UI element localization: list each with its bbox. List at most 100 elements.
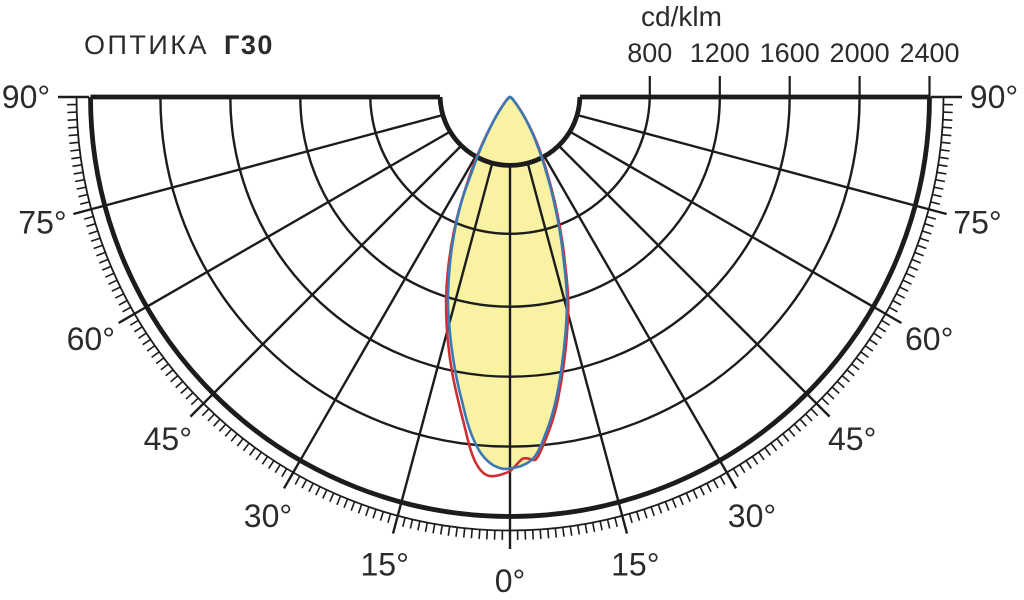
degree-tick — [911, 258, 922, 264]
degree-tick — [908, 265, 919, 271]
degree-tick — [939, 156, 949, 160]
degree-tick — [584, 523, 588, 534]
degree-tick — [877, 326, 887, 333]
degree-tick — [255, 451, 263, 461]
degree-tick — [671, 498, 677, 509]
intensity-curve-c90 — [446, 95, 569, 471]
degree-tick — [892, 299, 902, 306]
degree-tick — [770, 442, 778, 452]
degree-tick — [70, 149, 80, 152]
degree-tick — [757, 451, 765, 461]
scale-tick-label-800: 800 — [627, 38, 672, 68]
degree-tick — [402, 517, 406, 527]
scale-tick-label-1600: 1600 — [760, 38, 820, 68]
degree-tick — [417, 520, 421, 531]
degree-tick — [69, 141, 79, 145]
degree-tick — [90, 237, 101, 242]
radial-line-60-right — [569, 130, 874, 308]
degree-tick — [68, 126, 78, 129]
degree-tick — [941, 141, 951, 145]
degree-tick — [940, 149, 950, 152]
degree-tick — [387, 513, 392, 524]
degree-tick — [782, 433, 790, 442]
degree-tick — [129, 319, 139, 326]
degree-tick — [224, 428, 233, 437]
degree-tick — [114, 293, 125, 299]
degree-tick — [881, 319, 891, 326]
degree-tick — [146, 344, 156, 352]
degree-tick — [372, 509, 377, 519]
degree-tick — [732, 468, 739, 478]
degree-tick — [719, 475, 726, 485]
degree-tick — [111, 286, 121, 292]
degree-tick — [933, 186, 944, 190]
rim-arc — [88, 96, 932, 519]
degree-tick — [67, 118, 78, 121]
degree-tick — [74, 178, 85, 183]
degree-tick — [826, 392, 835, 400]
angle-label-60-right: 60° — [905, 321, 953, 357]
degree-tick — [692, 489, 698, 499]
degree-tick — [917, 244, 927, 250]
degree-tick — [190, 397, 199, 406]
notch-arc — [437, 96, 583, 168]
degree-tick — [569, 526, 573, 536]
degree-tick — [936, 171, 947, 175]
radial-line-15-right — [526, 164, 620, 503]
degree-tick — [329, 492, 335, 503]
degree-tick — [93, 244, 103, 250]
degree-tick — [751, 455, 759, 465]
degree-tick — [628, 513, 633, 524]
degree-tick-major — [73, 204, 104, 216]
degree-tick — [776, 438, 784, 447]
degree-tick — [180, 386, 189, 394]
degree-tick — [902, 279, 912, 285]
degree-tick-major — [916, 204, 947, 216]
degree-tick — [712, 479, 719, 489]
degree-tick — [343, 498, 349, 509]
degree-tick — [739, 464, 746, 474]
chart-title-code: Г30 — [224, 30, 274, 60]
angle-label-15-right: 15° — [611, 547, 659, 583]
degree-tick — [175, 380, 184, 389]
degree-tick — [432, 523, 436, 534]
degree-tick — [322, 489, 328, 499]
degree-tick — [678, 495, 684, 506]
degree-tick — [78, 193, 88, 198]
angle-label-30-left: 30° — [244, 498, 292, 534]
degree-tick — [455, 527, 458, 537]
degree-tick — [942, 126, 952, 129]
degree-tick — [201, 408, 210, 417]
degree-tick — [133, 326, 143, 333]
radial-line-60-left — [146, 130, 451, 308]
degree-tick — [155, 357, 165, 365]
degree-tick — [606, 519, 611, 529]
degree-tick — [308, 482, 314, 493]
degree-tick — [699, 486, 705, 496]
degree-tick — [379, 511, 385, 521]
radial-line-30-right — [543, 156, 721, 461]
degree-tick — [685, 492, 691, 503]
degree-tick — [261, 455, 269, 465]
degree-tick — [71, 156, 81, 160]
degree-tick — [706, 482, 712, 493]
degree-tick — [664, 501, 670, 511]
degree-tick — [142, 338, 152, 346]
degree-tick — [68, 134, 79, 137]
degree-tick — [268, 460, 275, 469]
degree-tick — [841, 374, 850, 383]
degree-tick — [207, 413, 215, 422]
degree-tick — [868, 338, 878, 346]
degree-tick — [365, 506, 370, 517]
angle-label-90-left: 90° — [2, 79, 50, 115]
degree-tick — [138, 332, 147, 339]
degree-tick — [922, 230, 932, 235]
degree-tick — [315, 486, 321, 496]
degree-tick — [531, 529, 534, 540]
degree-tick — [805, 413, 813, 422]
degree-tick — [888, 306, 898, 313]
angle-label-45-left: 45° — [144, 421, 192, 457]
degree-tick — [864, 344, 874, 352]
degree-tick — [821, 397, 830, 406]
